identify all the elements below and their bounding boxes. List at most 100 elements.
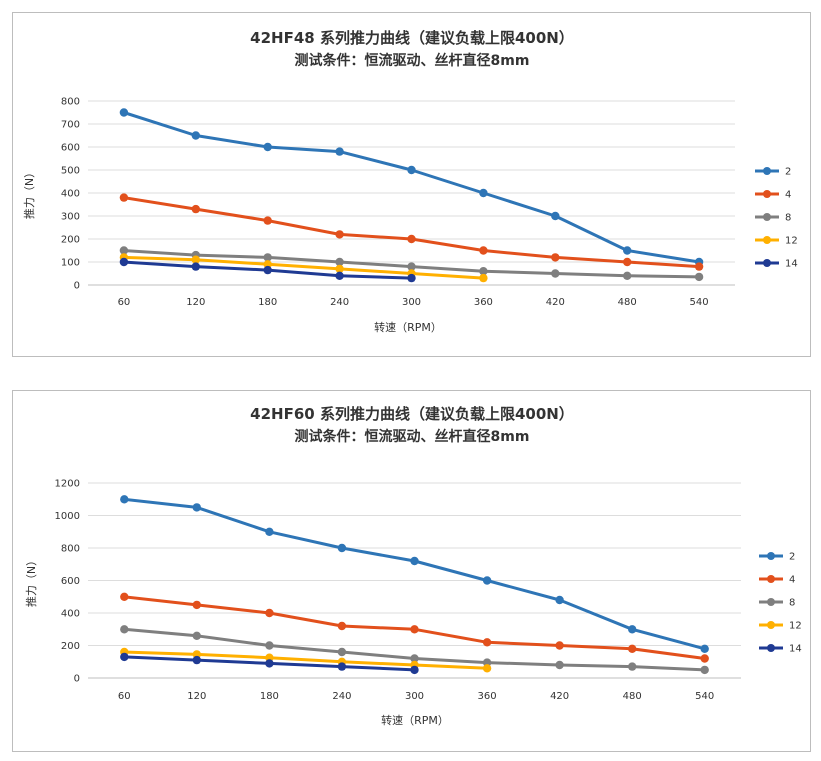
legend-marker-2 <box>763 167 771 175</box>
chart-title: 42HF60 系列推力曲线（建议负载上限400N） <box>250 405 574 423</box>
data-point-12 <box>263 260 272 269</box>
y-tick-label: 400 <box>61 609 80 620</box>
y-tick-label: 1000 <box>55 511 80 522</box>
y-tick-label: 200 <box>61 641 80 652</box>
data-point-14 <box>335 271 344 280</box>
data-point-4 <box>191 204 200 214</box>
x-tick-label: 300 <box>405 691 424 702</box>
legend-label-14: 14 <box>785 259 798 270</box>
data-point-4 <box>628 644 637 653</box>
y-tick-label: 0 <box>74 281 80 292</box>
data-point-4 <box>120 592 129 601</box>
data-point-8 <box>120 625 129 634</box>
legend-label-4: 4 <box>785 190 791 201</box>
chart-panel-42hf60: 42HF60 系列推力曲线（建议负载上限400N） 测试条件：恒流驱动、丝杆直径… <box>12 390 811 752</box>
data-point-4 <box>265 608 274 618</box>
chart-subtitle: 测试条件：恒流驱动、丝杆直径8mm <box>295 52 530 69</box>
legend-marker-14 <box>767 644 775 652</box>
x-tick-label: 540 <box>690 297 709 308</box>
x-tick-label: 480 <box>623 691 642 702</box>
y-tick-label: 700 <box>61 120 80 131</box>
data-point-12 <box>479 273 488 283</box>
data-point-4 <box>410 625 419 634</box>
data-point-2 <box>479 188 488 198</box>
data-point-4 <box>119 193 129 202</box>
chart-panel-42hf48: 42HF48 系列推力曲线（建议负载上限400N） 测试条件：恒流驱动、丝杆直径… <box>12 12 811 357</box>
y-tick-label: 800 <box>61 544 80 555</box>
y-axis-label: 推力（N） <box>24 555 38 607</box>
data-point-8 <box>623 271 632 280</box>
data-point-14 <box>119 257 129 267</box>
x-tick-label: 480 <box>618 297 637 308</box>
data-point-2 <box>410 556 419 566</box>
data-point-4 <box>335 230 344 239</box>
x-tick-label: 60 <box>118 297 131 308</box>
data-point-2 <box>555 595 564 605</box>
data-point-12 <box>191 255 200 264</box>
data-point-8 <box>337 647 347 657</box>
y-tick-label: 0 <box>74 674 80 685</box>
data-point-2 <box>407 165 416 175</box>
legend-label-12: 12 <box>789 621 802 632</box>
data-point-4 <box>623 257 632 267</box>
legend-label-2: 2 <box>785 167 791 178</box>
x-tick-label: 540 <box>695 691 714 702</box>
data-point-2 <box>192 503 201 512</box>
legend-label-4: 4 <box>789 575 795 586</box>
series-line-12 <box>122 255 485 280</box>
data-point-4 <box>551 253 560 262</box>
data-point-14 <box>263 265 272 275</box>
legend-marker-2 <box>767 552 775 560</box>
data-point-8 <box>555 660 564 670</box>
legend-marker-8 <box>767 598 775 606</box>
y-tick-label: 200 <box>61 235 80 246</box>
legend-label-14: 14 <box>789 644 802 655</box>
data-point-4 <box>337 621 347 631</box>
data-point-4 <box>482 638 492 647</box>
data-point-2 <box>265 527 274 536</box>
legend-marker-12 <box>763 236 771 244</box>
x-tick-label: 180 <box>260 691 279 702</box>
y-tick-label: 1200 <box>55 479 80 490</box>
legend-marker-14 <box>763 259 771 267</box>
data-point-14 <box>192 655 201 665</box>
data-point-4 <box>479 246 488 255</box>
data-point-2 <box>263 142 272 152</box>
data-point-2 <box>335 147 344 156</box>
x-tick-label: 120 <box>186 297 205 308</box>
legend-marker-4 <box>767 575 775 583</box>
legend-label-8: 8 <box>785 213 791 224</box>
data-point-8 <box>479 267 488 276</box>
data-point-4 <box>700 654 709 663</box>
x-tick-label: 360 <box>474 297 493 308</box>
data-point-2 <box>623 246 632 255</box>
data-point-2 <box>120 495 129 504</box>
legend-label-8: 8 <box>789 598 795 609</box>
y-tick-label: 600 <box>61 143 80 154</box>
data-point-2 <box>191 131 200 140</box>
y-tick-label: 800 <box>61 97 80 108</box>
data-point-8 <box>628 662 637 671</box>
data-point-8 <box>119 246 129 255</box>
data-point-2 <box>119 108 129 117</box>
data-point-2 <box>482 576 492 585</box>
data-point-14 <box>120 652 129 662</box>
x-axis-label: 转速（RPM） <box>381 713 449 727</box>
x-tick-label: 300 <box>402 297 421 308</box>
y-tick-label: 300 <box>61 212 80 223</box>
legend-marker-12 <box>767 621 775 629</box>
chart-subtitle: 测试条件：恒流驱动、丝杆直径8mm <box>295 428 530 445</box>
data-point-14 <box>407 273 416 283</box>
x-tick-label: 420 <box>546 297 565 308</box>
data-point-2 <box>337 543 347 553</box>
legend-label-2: 2 <box>789 552 795 563</box>
data-point-4 <box>407 234 416 244</box>
x-tick-label: 420 <box>550 691 569 702</box>
x-tick-label: 60 <box>118 691 131 702</box>
data-point-8 <box>700 665 709 675</box>
legend-marker-4 <box>763 190 771 198</box>
data-point-12 <box>335 264 344 274</box>
data-point-4 <box>263 216 272 225</box>
y-tick-label: 100 <box>61 258 80 269</box>
data-point-14 <box>337 662 347 671</box>
